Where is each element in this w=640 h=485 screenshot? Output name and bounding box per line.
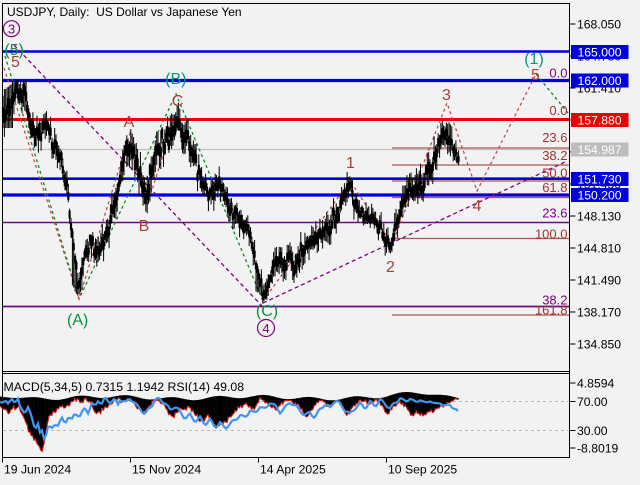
svg-text:0.0: 0.0: [549, 103, 567, 118]
svg-text:3: 3: [442, 87, 451, 104]
svg-text:14 Apr 2025: 14 Apr 2025: [260, 463, 326, 477]
svg-text:150.200: 150.200: [578, 189, 622, 203]
svg-text:148.130: 148.130: [577, 210, 621, 224]
svg-text:144.810: 144.810: [577, 242, 621, 256]
svg-text:10 Sep 2025: 10 Sep 2025: [388, 463, 457, 477]
svg-text:5: 5: [531, 67, 540, 84]
svg-text:134.850: 134.850: [577, 338, 621, 352]
svg-text:C: C: [172, 93, 184, 110]
svg-text:B: B: [139, 218, 150, 235]
svg-text:165.000: 165.000: [578, 46, 622, 60]
svg-text:30.00: 30.00: [577, 424, 608, 438]
svg-text:154.987: 154.987: [578, 143, 622, 157]
svg-text:157.880: 157.880: [578, 114, 622, 128]
svg-text:38.2: 38.2: [542, 292, 567, 307]
svg-text:141.490: 141.490: [577, 274, 621, 288]
svg-text:161.8: 161.8: [535, 303, 568, 318]
svg-text:MACD(5,34,5) 0.7315 1.1942 RSI: MACD(5,34,5) 0.7315 1.1942 RSI(14) 49.08: [4, 380, 245, 394]
svg-text:162.000: 162.000: [578, 74, 622, 88]
svg-text:(C): (C): [256, 303, 278, 320]
svg-text:151.730: 151.730: [578, 173, 622, 187]
svg-text:4: 4: [262, 321, 269, 336]
svg-text:(5): (5): [4, 42, 24, 59]
svg-text:23.6: 23.6: [542, 206, 567, 221]
svg-text:(1): (1): [524, 51, 544, 68]
svg-text:4: 4: [473, 198, 482, 215]
svg-text:70.00: 70.00: [577, 395, 608, 409]
svg-text:100.0: 100.0: [535, 227, 568, 242]
svg-text:15 Nov 2024: 15 Nov 2024: [132, 463, 201, 477]
svg-text:61.8: 61.8: [542, 180, 567, 195]
svg-text:5: 5: [11, 54, 20, 71]
svg-text:0.0: 0.0: [549, 66, 567, 81]
svg-text:(B): (B): [165, 71, 186, 88]
svg-text:(A): (A): [67, 312, 88, 329]
svg-text:3: 3: [8, 22, 15, 37]
svg-text:19 Jun 2024: 19 Jun 2024: [4, 463, 71, 477]
svg-text:38.2: 38.2: [542, 148, 567, 163]
svg-text:-8.8019: -8.8019: [577, 442, 619, 456]
svg-text:1: 1: [346, 155, 355, 172]
svg-text:USDJPY, Daily: US Dollar vs J: USDJPY, Daily: US Dollar vs Japanese Yen: [7, 5, 242, 19]
svg-text:4.8594: 4.8594: [577, 377, 614, 391]
svg-text:A: A: [124, 114, 135, 131]
svg-text:168.050: 168.050: [577, 18, 621, 32]
svg-text:2: 2: [386, 259, 395, 276]
svg-text:138.170: 138.170: [577, 306, 621, 320]
svg-text:50.0: 50.0: [542, 165, 567, 180]
svg-text:23.6: 23.6: [542, 130, 567, 145]
